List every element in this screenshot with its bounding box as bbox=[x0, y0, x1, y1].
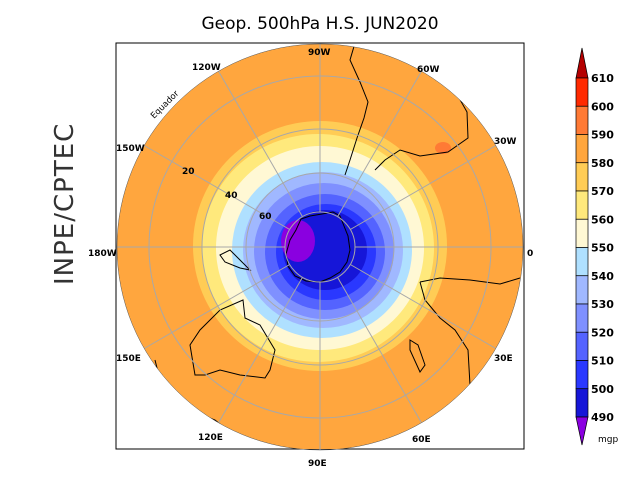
colorbar-swatch bbox=[575, 105, 589, 135]
lon-label-30w: 30W bbox=[494, 137, 517, 147]
lon-label-90w: 90W bbox=[308, 48, 331, 58]
colorbar-label: 490 bbox=[591, 411, 614, 424]
colorbar-label: 540 bbox=[591, 270, 614, 283]
equator-circle bbox=[116, 43, 524, 451]
meridian-line bbox=[137, 264, 290, 353]
colorbar-label: 560 bbox=[591, 213, 614, 226]
colorbar-swatch bbox=[575, 134, 589, 164]
meridian-line bbox=[350, 264, 503, 353]
colorbar-label: 610 bbox=[591, 72, 614, 85]
colorbar-label: 520 bbox=[591, 326, 614, 339]
meridian-line bbox=[214, 64, 303, 217]
lon-label-180w: 180W bbox=[88, 249, 117, 259]
colorbar-label: 570 bbox=[591, 185, 614, 198]
lon-label-60w: 60W bbox=[417, 65, 440, 75]
colorbar-swatch bbox=[575, 190, 589, 220]
graticule bbox=[117, 44, 523, 450]
meridian-line bbox=[337, 64, 426, 217]
lon-label-120e: 120E bbox=[198, 433, 223, 443]
colorbar-swatch bbox=[575, 275, 589, 305]
lon-label-150e: 150E bbox=[116, 354, 141, 364]
colorbar-label: 550 bbox=[591, 242, 614, 255]
coastlines bbox=[154, 44, 521, 441]
colorbar-label: 590 bbox=[591, 129, 614, 142]
map-title: Geop. 500hPa H.S. JUN2020 bbox=[201, 14, 439, 34]
south-america-east-coast bbox=[374, 79, 469, 171]
new-zealand-coast bbox=[219, 249, 252, 271]
meridian-line bbox=[137, 141, 290, 230]
colorbar-label: 600 bbox=[591, 100, 614, 113]
colorbar-label: 500 bbox=[591, 383, 614, 396]
africa-east-coast bbox=[419, 281, 471, 386]
colorbar-swatch bbox=[575, 218, 589, 248]
madagascar-coast bbox=[409, 339, 426, 373]
lat-label-60: 60 bbox=[259, 212, 272, 222]
meridian-line bbox=[337, 277, 426, 430]
geopotential-field bbox=[117, 44, 523, 449]
meridian-line bbox=[350, 141, 503, 230]
colorbar-swatch bbox=[575, 77, 589, 107]
south-america-coast bbox=[344, 44, 369, 176]
colorbar-label: 530 bbox=[591, 298, 614, 311]
lon-label-150w: 150W bbox=[116, 144, 145, 154]
lon-label-0: 0 bbox=[527, 249, 533, 259]
colorbar-under-arrow bbox=[575, 416, 589, 446]
australia-coast bbox=[189, 299, 276, 379]
lat-label-40: 40 bbox=[225, 191, 238, 201]
lon-label-120w: 120W bbox=[192, 63, 221, 73]
colorbar-label: 510 bbox=[591, 355, 614, 368]
meridian-line bbox=[214, 277, 303, 430]
colorbar-swatch bbox=[575, 247, 589, 277]
colorbar-swatch bbox=[575, 388, 589, 418]
colorbar-over-arrow bbox=[575, 47, 589, 79]
colorbar-swatch bbox=[575, 162, 589, 192]
lat-label-20: 20 bbox=[182, 167, 195, 177]
colorbar-swatch bbox=[575, 331, 589, 361]
contour-590-600 bbox=[435, 142, 451, 154]
colorbar: 610 600 590 580 570 560 550 540 530 520 510 500 490 bbox=[575, 47, 614, 446]
lon-label-60e: 60E bbox=[412, 435, 431, 445]
lon-label-30e: 30E bbox=[494, 354, 513, 364]
lon-label-90e: 90E bbox=[308, 459, 327, 469]
colorbar-label: 580 bbox=[591, 157, 614, 170]
colorbar-swatch bbox=[575, 360, 589, 390]
colorbar-unit: mgp bbox=[598, 435, 618, 445]
side-label: INPE/CPTEC bbox=[50, 122, 80, 285]
colorbar-swatch bbox=[575, 303, 589, 333]
